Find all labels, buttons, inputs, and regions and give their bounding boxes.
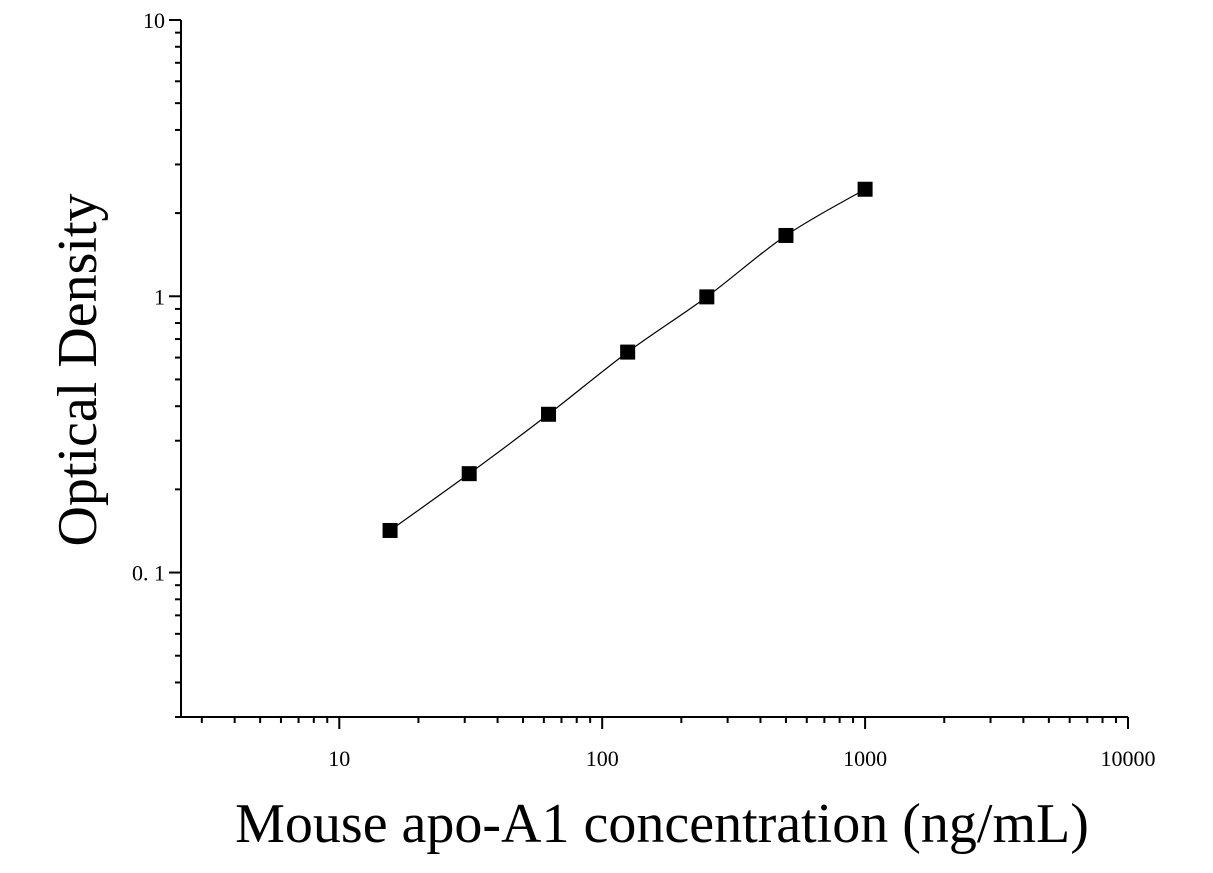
x-tick-label: 10 <box>328 746 350 771</box>
y-axis-tick-labels: 0. 1 1 10 <box>132 8 165 586</box>
data-point <box>382 522 398 538</box>
data-point <box>620 344 636 360</box>
x-tick-label: 100 <box>586 746 619 771</box>
y-tick-label: 10 <box>143 8 165 33</box>
x-tick-label: 10000 <box>1101 746 1156 771</box>
x-axis-title: Mouse apo-A1 concentration (ng/mL) <box>235 793 1089 855</box>
y-axis-ticks <box>169 19 181 718</box>
data-point <box>461 466 477 482</box>
data-point <box>541 406 557 422</box>
data-point <box>699 289 715 305</box>
x-axis-ticks <box>200 717 1129 729</box>
data-point <box>778 227 794 243</box>
x-tick-label: 1000 <box>843 746 887 771</box>
fit-curve <box>389 188 866 531</box>
data-point <box>857 181 873 197</box>
axes <box>180 20 1128 718</box>
y-tick-label: 1 <box>154 284 165 309</box>
y-tick-label: 0. 1 <box>132 561 165 586</box>
data-points <box>382 181 873 538</box>
x-axis-tick-labels: 10 100 1000 10000 <box>328 746 1155 771</box>
y-axis-title: Optical Density <box>47 193 109 546</box>
